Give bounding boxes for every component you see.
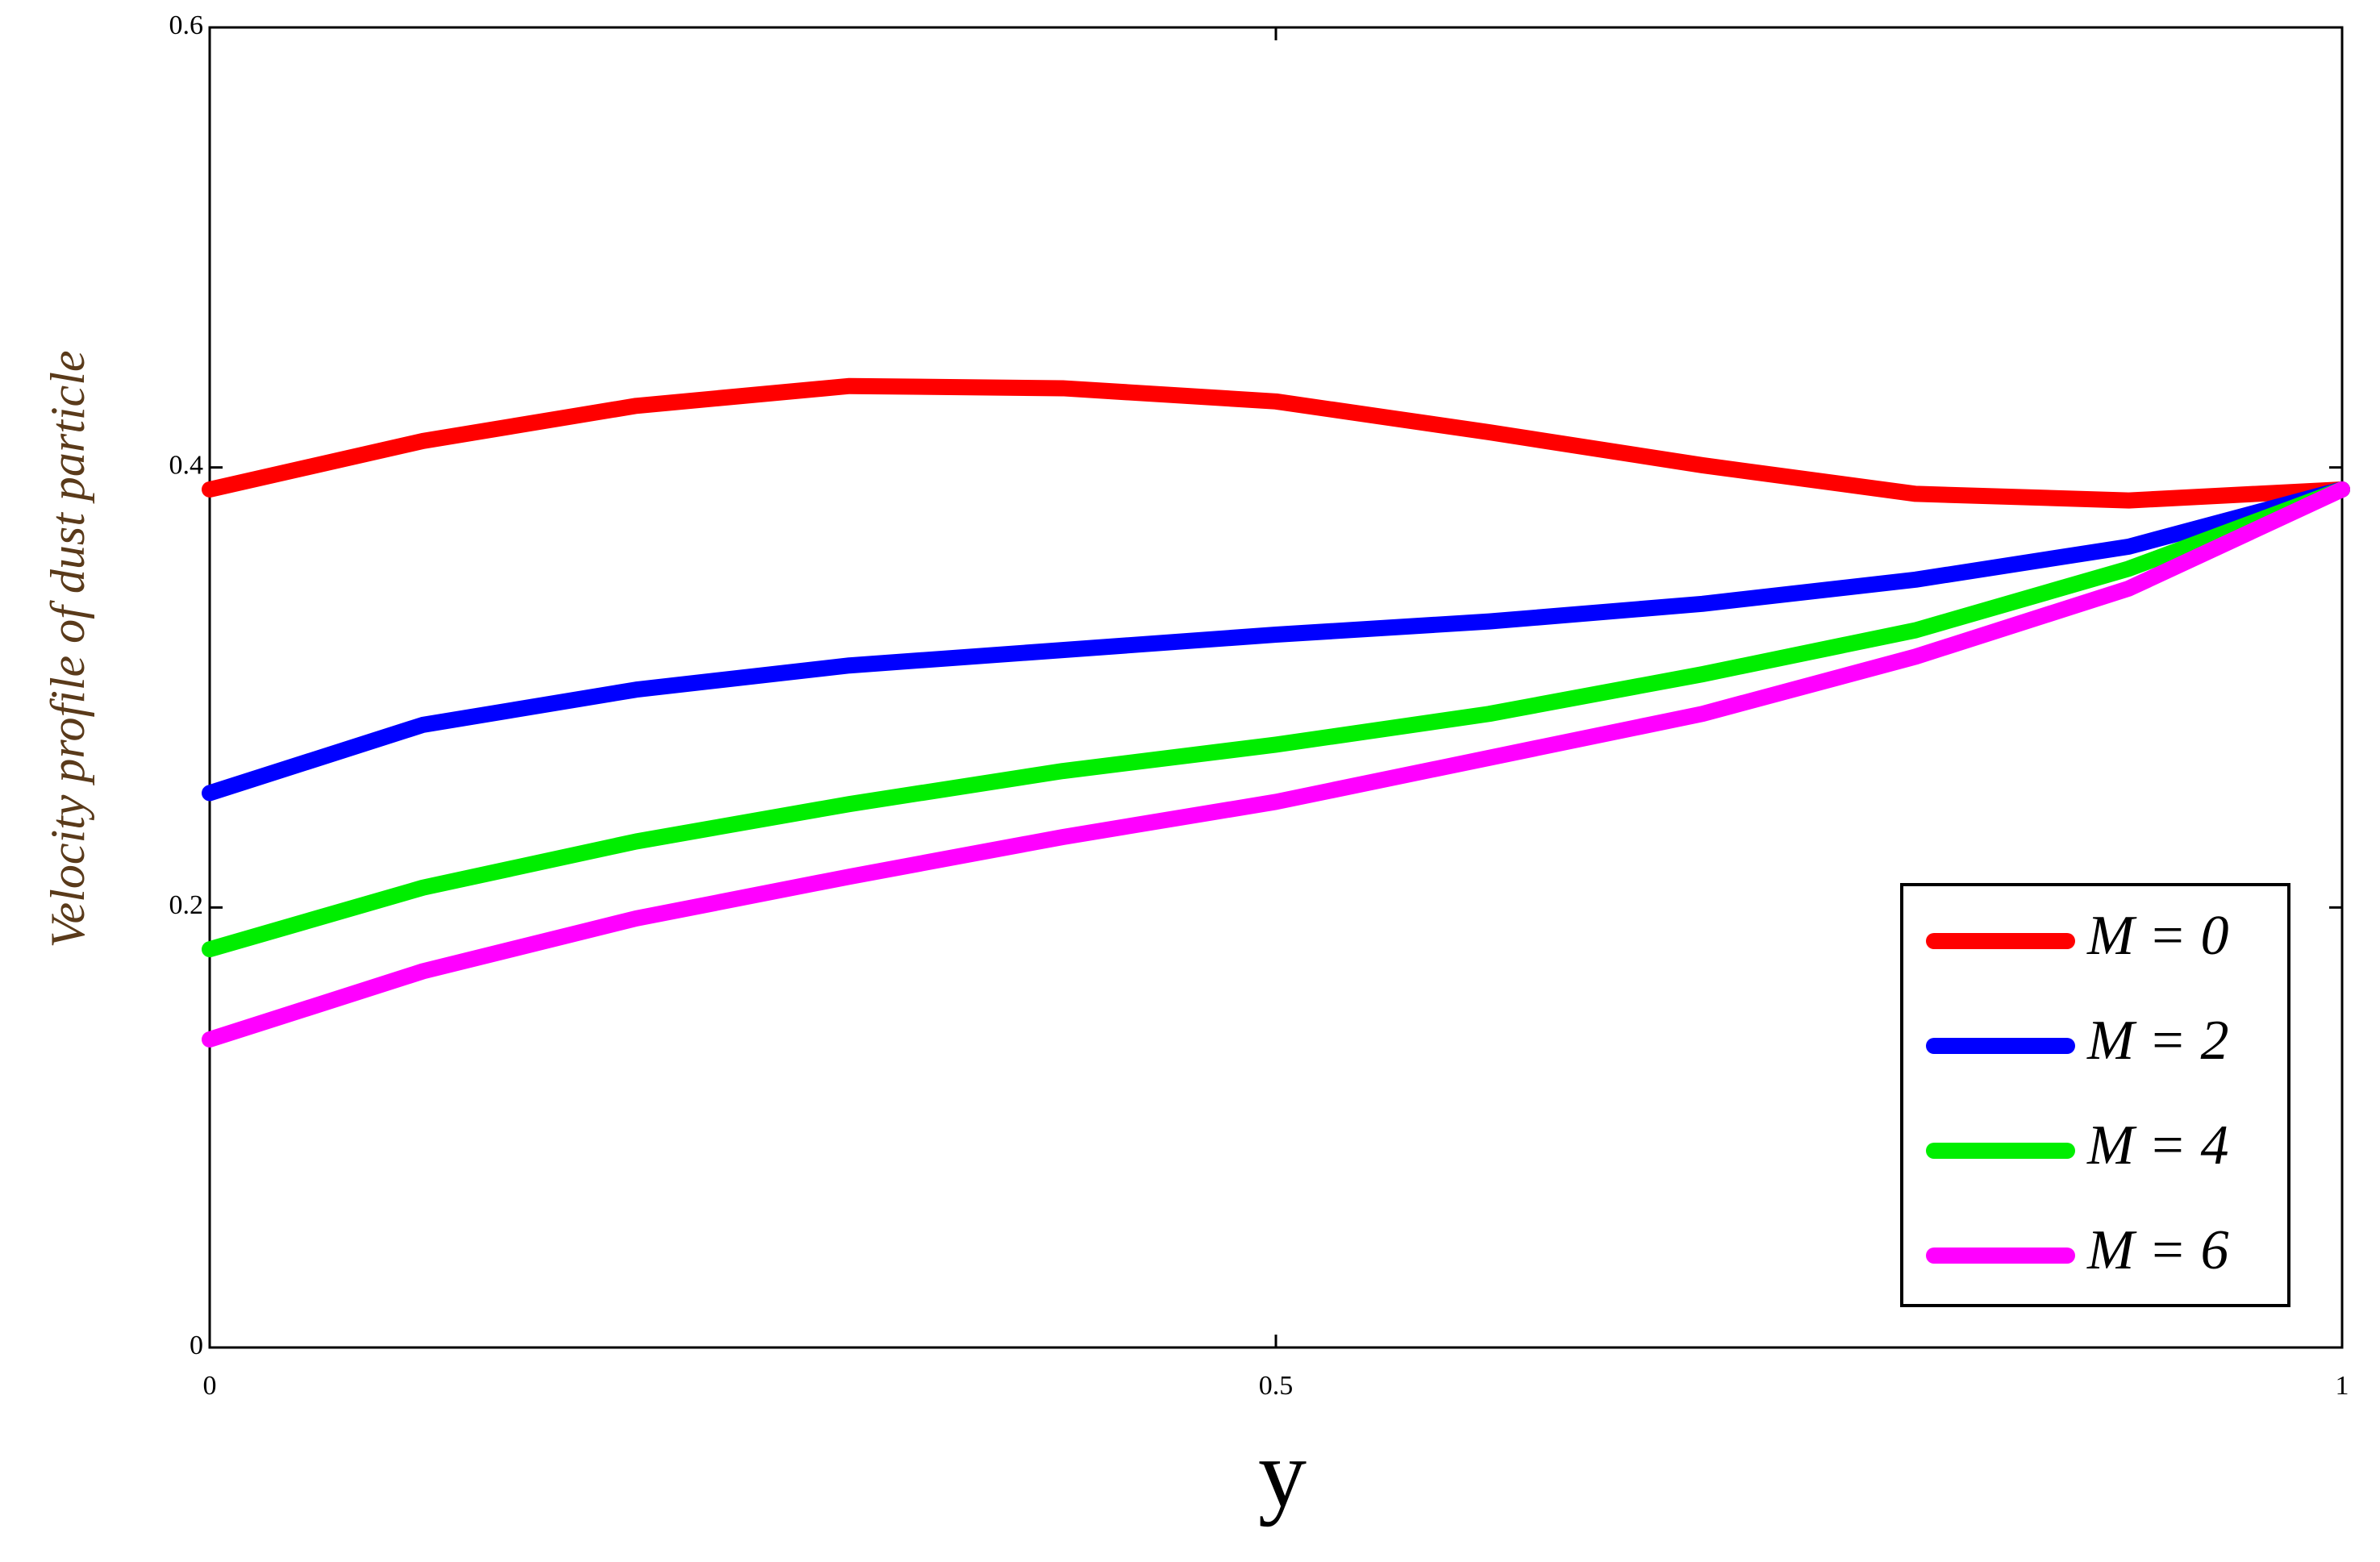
- legend-label: M = 2: [2086, 1010, 2229, 1072]
- legend-box: [1900, 883, 2290, 1307]
- y-tick-label: 0: [190, 1331, 203, 1360]
- series-line: [202, 377, 2350, 509]
- x-axis-label: y: [1258, 1420, 1307, 1527]
- legend-label: M = 6: [2086, 1219, 2229, 1281]
- series-line: [202, 481, 2350, 1048]
- series-line: [202, 481, 2350, 802]
- y-axis-label: Velocity profile of dust particle: [41, 351, 94, 948]
- x-tick-label: 1: [2336, 1371, 2349, 1401]
- series-line: [202, 481, 2350, 958]
- legend-label: M = 0: [2086, 905, 2229, 967]
- x-tick-label: 0.5: [1259, 1371, 1294, 1401]
- legend-label: M = 4: [2086, 1114, 2229, 1177]
- x-tick-label: 0: [203, 1371, 217, 1401]
- y-tick-label: 0.4: [169, 450, 204, 480]
- y-tick-label: 0.6: [169, 10, 204, 40]
- y-tick-label: 0.2: [169, 890, 204, 920]
